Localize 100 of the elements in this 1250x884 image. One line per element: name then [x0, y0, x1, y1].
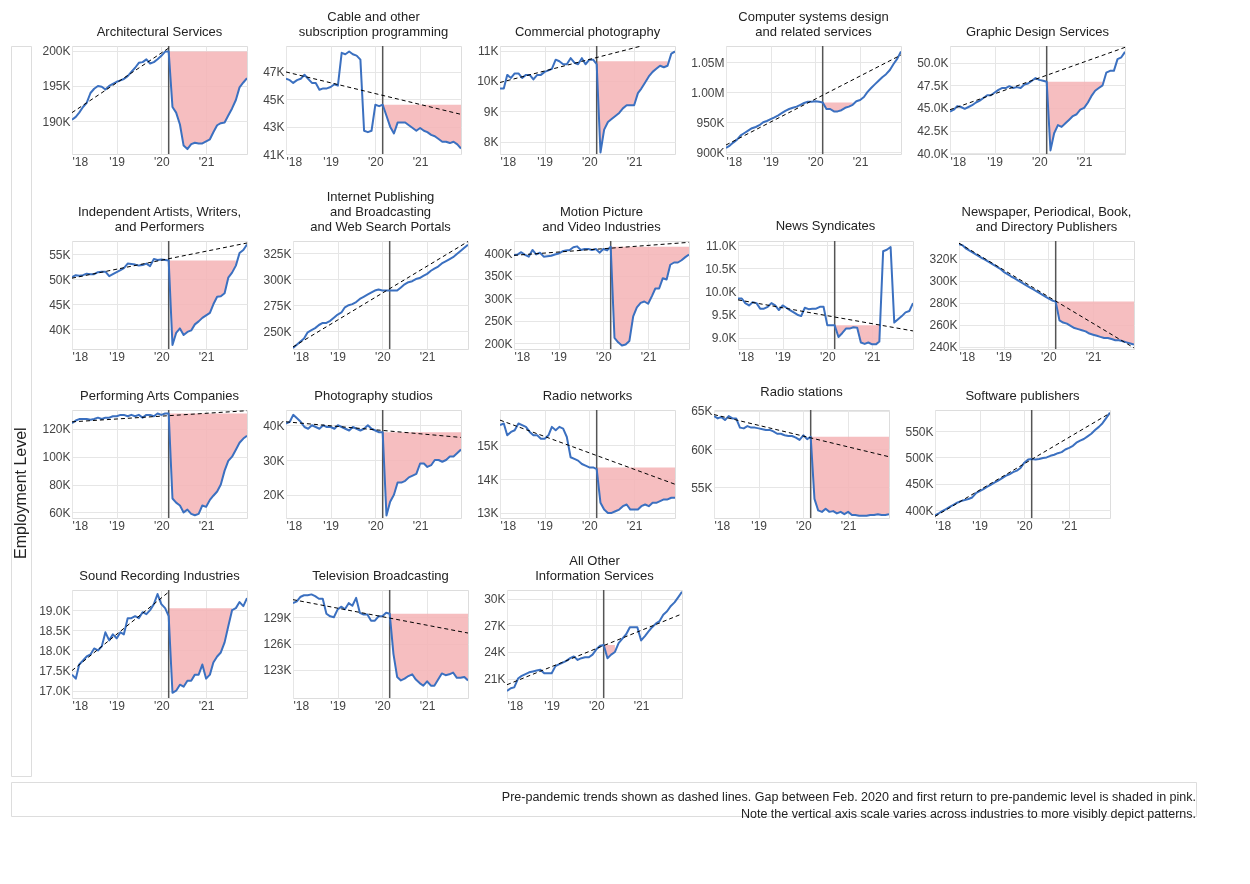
x-tick-label: '20 — [154, 518, 170, 533]
x-tick-label: '20 — [1041, 349, 1057, 364]
x-tick-label: '19 — [775, 349, 792, 364]
x-tick-label: '20 — [368, 518, 384, 533]
x-tick-label: '19 — [972, 518, 989, 533]
x-tick-label: '20 — [808, 154, 824, 169]
x-tick-label: '18 — [507, 698, 524, 713]
line-series — [72, 50, 247, 151]
chart-title: Radio networks — [542, 388, 633, 404]
y-tick-label: 15K — [477, 438, 499, 453]
y-tick-label: 47.5K — [917, 78, 949, 93]
y-tick-label: 500K — [905, 450, 934, 465]
line-series — [293, 593, 468, 687]
line-series — [286, 50, 461, 150]
x-tick-label: '20 — [596, 349, 612, 364]
y-tick-label: 17.0K — [39, 684, 71, 699]
x-tick-label: '19 — [996, 349, 1013, 364]
y-tick-label: 325K — [263, 246, 292, 261]
x-tick-label: '20 — [582, 154, 598, 169]
line-series — [72, 593, 247, 694]
y-tick-label: 9.0K — [711, 331, 737, 346]
chart-title: Architectural Services — [96, 23, 223, 39]
line-series — [738, 246, 913, 346]
y-tick-label: 350K — [484, 269, 513, 284]
y-tick-label: 275K — [263, 298, 292, 313]
y-tick-label: 21K — [484, 672, 506, 687]
x-tick-label: '18 — [738, 349, 755, 364]
y-tick-label: 55K — [691, 480, 713, 495]
y-tick-label: 17.5K — [39, 664, 71, 679]
x-tick-label: '21 — [1061, 518, 1078, 533]
y-tick-label: 43K — [263, 120, 285, 135]
chart-title: Independent Artists, Writers, and Performers — [77, 204, 242, 235]
x-tick-label: '19 — [109, 349, 126, 364]
y-tick-label: 18.5K — [39, 623, 71, 638]
x-tick-label: '19 — [323, 154, 340, 169]
x-tick-label: '20 — [375, 698, 391, 713]
chart-title: News Syndicates — [775, 218, 876, 234]
x-tick-label: '20 — [154, 698, 170, 713]
x-tick-label: '18 — [72, 154, 89, 169]
x-tick-label: '19 — [537, 518, 554, 533]
y-tick-label: 260K — [929, 318, 958, 333]
x-tick-label: '18 — [286, 154, 303, 169]
y-tick-label: 200K — [484, 336, 513, 351]
line-series — [950, 50, 1125, 152]
y-tick-label: 41K — [263, 147, 285, 162]
x-tick-label: '19 — [109, 518, 126, 533]
y-tick-label: 450K — [905, 477, 934, 492]
y-tick-label: 1.00M — [691, 85, 725, 100]
line-series — [286, 413, 461, 517]
x-tick-label: '19 — [551, 349, 568, 364]
y-tick-label: 10.0K — [705, 285, 737, 300]
chart-title: Graphic Design Services — [965, 24, 1110, 40]
x-tick-label: '20 — [582, 518, 598, 533]
x-tick-label: '18 — [72, 518, 89, 533]
y-tick-label: 10.5K — [705, 261, 737, 276]
x-tick-label: '21 — [412, 154, 429, 169]
x-tick-label: '18 — [726, 154, 743, 169]
y-tick-label: 9K — [483, 104, 499, 119]
x-tick-label: '18 — [500, 518, 517, 533]
x-tick-label: '19 — [537, 154, 554, 169]
y-tick-label: 8K — [483, 135, 499, 150]
chart-title: Performing Arts Companies — [80, 388, 240, 404]
y-tick-label: 126K — [263, 637, 292, 652]
y-tick-label: 40.0K — [917, 146, 949, 161]
y-tick-label: 11K — [478, 44, 499, 59]
y-tick-label: 400K — [484, 247, 513, 262]
x-tick-label: '20 — [368, 154, 384, 169]
line-series — [714, 415, 889, 517]
line-series — [500, 422, 675, 514]
x-tick-label: '18 — [935, 518, 952, 533]
y-tick-label: 9.5K — [711, 308, 737, 323]
chart-title: Commercial photography — [514, 23, 661, 39]
y-tick-label: 40K — [263, 418, 285, 433]
chart-title: Internet Publishing and Broadcasting and Web Search Portals — [310, 189, 452, 235]
y-tick-label: 30K — [484, 592, 506, 607]
y-tick-label: 45K — [263, 92, 285, 107]
x-tick-label: '21 — [198, 698, 215, 713]
chart-title: Software publishers — [965, 388, 1081, 404]
line-series — [72, 243, 247, 346]
y-tick-label: 100K — [42, 450, 71, 465]
line-series — [500, 50, 675, 154]
y-tick-label: 65K — [691, 404, 713, 419]
y-tick-label: 47K — [263, 65, 285, 80]
x-tick-label: '19 — [751, 518, 768, 533]
y-axis-title: Employment Level — [12, 427, 29, 559]
x-tick-label: '21 — [198, 154, 215, 169]
x-tick-label: '21 — [1085, 349, 1102, 364]
y-tick-label: 13K — [477, 506, 499, 521]
x-tick-label: '18 — [286, 518, 303, 533]
x-tick-label: '21 — [852, 154, 869, 169]
x-tick-label: '21 — [419, 698, 436, 713]
x-tick-label: '19 — [330, 349, 347, 364]
y-tick-label: 11.0K — [706, 238, 737, 253]
y-tick-label: 42.5K — [917, 124, 949, 138]
y-tick-label: 129K — [263, 610, 292, 625]
y-tick-label: 40K — [49, 322, 71, 337]
x-tick-label: '19 — [763, 154, 780, 169]
x-tick-label: '21 — [840, 518, 857, 533]
y-tick-label: 250K — [263, 324, 292, 339]
y-tick-label: 55K — [49, 247, 71, 262]
